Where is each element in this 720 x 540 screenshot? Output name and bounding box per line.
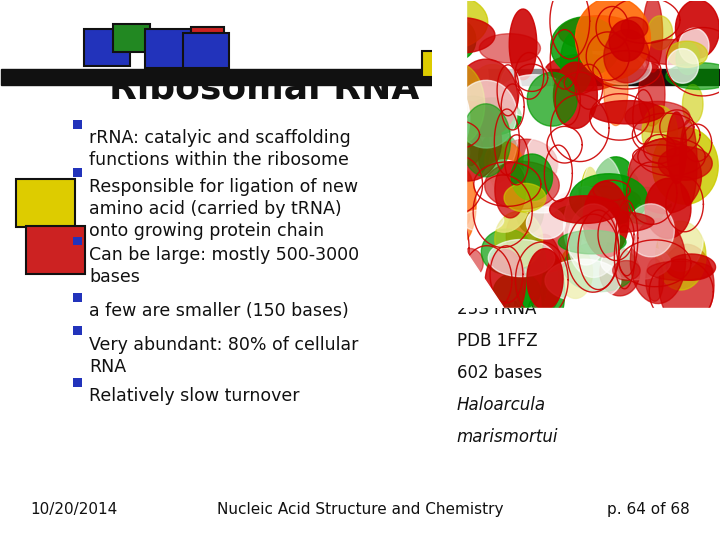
Text: Relatively slow turnover: Relatively slow turnover: [89, 387, 300, 405]
Text: a few are smaller (150 bases): a few are smaller (150 bases): [89, 302, 348, 320]
Text: Responsible for ligation of new
amino acid (carried by tRNA)
onto growing protei: Responsible for ligation of new amino ac…: [89, 178, 358, 240]
Text: rRNA: catalyic and scaffolding
functions within the ribosome: rRNA: catalyic and scaffolding functions…: [89, 129, 351, 170]
Bar: [145, 29, 192, 68]
Text: Can be large: mostly 500-3000
bases: Can be large: mostly 500-3000 bases: [89, 246, 359, 286]
Bar: [73, 378, 81, 387]
Bar: [73, 237, 81, 245]
Bar: [27, 226, 85, 274]
Text: 10/20/2014: 10/20/2014: [30, 502, 117, 517]
Bar: [423, 51, 456, 77]
Text: Ribosomal RNA: Ribosomal RNA: [109, 71, 419, 105]
Bar: [73, 326, 81, 335]
Text: PDB 1FFZ: PDB 1FFZ: [456, 332, 537, 350]
Text: 602 bases: 602 bases: [456, 364, 542, 382]
Bar: [73, 168, 81, 177]
Text: Very abundant: 80% of cellular
RNA: Very abundant: 80% of cellular RNA: [89, 335, 359, 376]
Bar: [73, 120, 81, 129]
Bar: [192, 26, 224, 47]
Bar: [16, 179, 75, 227]
Text: p. 64 of 68: p. 64 of 68: [607, 502, 690, 517]
Text: marismortui: marismortui: [456, 428, 558, 447]
Text: Haloarcula: Haloarcula: [456, 396, 546, 414]
Bar: [112, 24, 150, 52]
Bar: [1, 69, 719, 85]
Bar: [84, 29, 130, 66]
Bar: [438, 71, 455, 85]
Text: 23S rRNA: 23S rRNA: [456, 300, 536, 318]
Bar: [73, 293, 81, 302]
Text: Nucleic Acid Structure and Chemistry: Nucleic Acid Structure and Chemistry: [217, 502, 503, 517]
Bar: [183, 32, 230, 68]
